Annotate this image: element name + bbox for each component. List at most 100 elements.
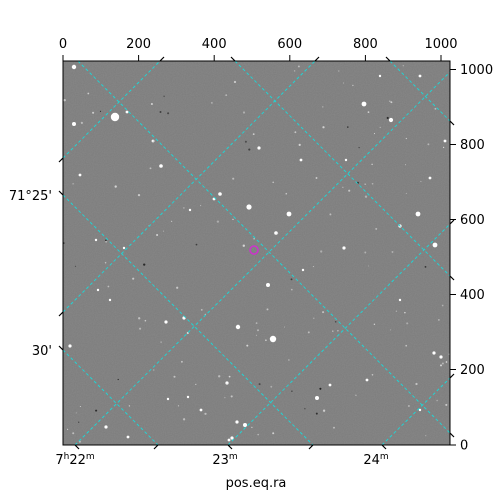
star xyxy=(78,421,80,423)
star xyxy=(153,369,155,371)
star xyxy=(94,238,98,242)
star xyxy=(110,112,120,122)
star xyxy=(269,335,277,343)
star xyxy=(441,304,444,307)
star xyxy=(337,330,339,332)
top-tick-label: 1000 xyxy=(424,37,457,52)
star xyxy=(415,382,418,386)
star xyxy=(361,101,367,107)
grid-line xyxy=(63,349,159,445)
star xyxy=(315,177,318,179)
star xyxy=(233,80,237,84)
star xyxy=(322,311,325,314)
star xyxy=(122,246,126,250)
star xyxy=(378,74,382,78)
star xyxy=(439,355,443,359)
star xyxy=(272,181,275,184)
star xyxy=(405,164,407,166)
star xyxy=(235,324,241,330)
star xyxy=(304,408,306,410)
star xyxy=(99,110,102,112)
top-tick-label: 400 xyxy=(202,37,227,52)
star xyxy=(79,405,81,408)
wcs-edge-ticks xyxy=(58,56,455,450)
star xyxy=(72,122,76,126)
grid-line xyxy=(227,223,450,445)
star xyxy=(92,111,95,114)
star xyxy=(445,403,448,406)
star xyxy=(322,409,326,412)
star xyxy=(436,399,438,402)
star xyxy=(425,435,427,437)
x-axis-label: pos.eq.ra xyxy=(226,476,287,491)
star xyxy=(319,387,322,390)
star xyxy=(144,319,147,322)
star xyxy=(355,394,357,396)
star xyxy=(68,344,72,348)
right-tick-label: 600 xyxy=(460,213,485,228)
star xyxy=(418,408,422,412)
star xyxy=(244,140,247,143)
star xyxy=(78,173,82,177)
star xyxy=(104,239,107,242)
right-tick-label: 200 xyxy=(460,363,485,378)
star xyxy=(176,286,179,289)
star xyxy=(348,189,351,192)
star xyxy=(162,230,164,232)
star xyxy=(71,64,77,70)
star xyxy=(199,204,202,207)
star xyxy=(342,82,345,84)
star xyxy=(443,139,447,143)
star xyxy=(108,298,112,302)
star xyxy=(312,266,314,268)
star xyxy=(235,420,239,424)
star xyxy=(75,412,77,414)
star xyxy=(195,243,198,246)
star xyxy=(338,70,340,72)
star xyxy=(188,208,192,212)
star xyxy=(332,330,334,332)
star xyxy=(255,334,257,336)
star xyxy=(333,426,335,429)
star xyxy=(288,359,290,361)
star xyxy=(199,408,203,412)
star xyxy=(257,329,259,332)
star xyxy=(107,285,110,288)
star xyxy=(230,395,233,398)
star xyxy=(114,185,117,188)
bottom-tick-label: 7h22m xyxy=(55,452,94,468)
star xyxy=(63,99,66,102)
star xyxy=(104,425,108,429)
star xyxy=(404,311,406,314)
star xyxy=(149,167,152,170)
star xyxy=(301,268,305,272)
star xyxy=(218,375,221,378)
star xyxy=(216,220,220,223)
star xyxy=(388,100,391,103)
star xyxy=(364,195,368,198)
star xyxy=(255,322,258,324)
star xyxy=(364,251,367,254)
star xyxy=(367,111,370,113)
star xyxy=(257,433,260,436)
star xyxy=(164,320,168,324)
star xyxy=(442,146,445,149)
top-tick-label: 200 xyxy=(126,37,151,52)
target-marker xyxy=(249,245,259,255)
star xyxy=(298,143,301,146)
star xyxy=(159,164,163,168)
star xyxy=(183,207,185,209)
star xyxy=(160,341,162,343)
right-tick-label: 800 xyxy=(460,138,485,153)
top-tick-label: 0 xyxy=(59,37,67,52)
star xyxy=(258,383,261,386)
star xyxy=(143,263,146,266)
star xyxy=(126,435,130,439)
star xyxy=(96,288,100,292)
star xyxy=(441,362,444,365)
star xyxy=(230,436,234,440)
grid-line xyxy=(74,71,450,445)
star xyxy=(137,193,141,197)
star xyxy=(224,397,226,399)
